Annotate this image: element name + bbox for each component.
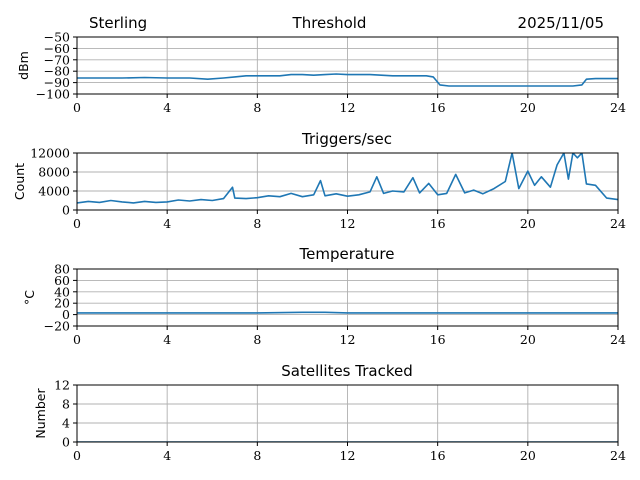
- x-tick-label: 0: [73, 448, 81, 463]
- x-tick-label: 12: [340, 448, 356, 463]
- x-tick-label: 4: [163, 448, 171, 463]
- x-tick-label: 24: [610, 332, 626, 347]
- y-tick-label: 8000: [38, 165, 70, 180]
- x-tick-label: 24: [610, 100, 626, 115]
- x-tick-label: 24: [610, 216, 626, 231]
- y-tick-label: 4: [62, 416, 70, 431]
- y-tick-label: −100: [36, 87, 70, 102]
- y-axis-label: dBm: [16, 51, 31, 80]
- y-tick-label: −50: [44, 30, 70, 45]
- y-tick-label: −20: [44, 319, 70, 334]
- panel-title: Temperature: [298, 245, 394, 263]
- y-tick-label: 60: [54, 273, 70, 288]
- y-tick-label: 12000: [30, 146, 70, 161]
- x-tick-label: 16: [430, 448, 446, 463]
- y-tick-label: −60: [44, 41, 70, 56]
- x-tick-label: 8: [253, 332, 261, 347]
- y-tick-label: 8: [62, 397, 70, 412]
- panel-title: Triggers/sec: [301, 130, 392, 148]
- x-tick-label: 12: [340, 100, 356, 115]
- y-axis-label: °C: [22, 290, 37, 305]
- y-tick-label: 12: [54, 378, 70, 393]
- y-tick-label: 80: [54, 262, 70, 277]
- y-axis-label: Count: [12, 163, 27, 200]
- y-tick-label: −90: [44, 75, 70, 90]
- x-tick-label: 8: [253, 216, 261, 231]
- y-tick-label: 0: [62, 203, 70, 218]
- y-tick-label: 4000: [38, 184, 70, 199]
- y-tick-label: 40: [54, 284, 70, 299]
- x-tick-label: 0: [73, 100, 81, 115]
- x-tick-label: 20: [520, 448, 536, 463]
- x-tick-label: 12: [340, 216, 356, 231]
- x-tick-label: 20: [520, 216, 536, 231]
- x-tick-label: 4: [163, 216, 171, 231]
- x-tick-label: 16: [430, 216, 446, 231]
- panel-satellites: Satellites Tracked Number 0 4 8 12 16 20 24 0 4 8…: [33, 362, 626, 463]
- station-name: Sterling: [89, 14, 147, 32]
- panel-triggers: Triggers/sec Count 0 4 8 12 16 20 24 0 4000 8000 1…: [12, 130, 626, 231]
- x-tick-label: 16: [430, 332, 446, 347]
- x-tick-label: 24: [610, 448, 626, 463]
- panel-title: Satellites Tracked: [281, 362, 412, 380]
- x-tick-label: 0: [73, 332, 81, 347]
- series-line: [77, 311, 618, 314]
- x-tick-label: 8: [253, 448, 261, 463]
- x-tick-label: 20: [520, 100, 536, 115]
- y-tick-label: 0: [62, 307, 70, 322]
- y-axis-label: Number: [33, 388, 48, 439]
- x-tick-label: 8: [253, 100, 261, 115]
- x-tick-label: 12: [340, 332, 356, 347]
- x-tick-label: 4: [163, 100, 171, 115]
- y-tick-label: 20: [54, 296, 70, 311]
- y-tick-label: −70: [44, 52, 70, 67]
- panel-threshold: Threshold dBm 0 4 8 12 16 20 24 −100−90−80−70−6…: [16, 14, 626, 115]
- x-tick-label: 0: [73, 216, 81, 231]
- y-tick-label: 0: [62, 435, 70, 450]
- series-line: [77, 153, 618, 204]
- x-tick-label: 20: [520, 332, 536, 347]
- y-tick-label: −80: [44, 64, 70, 79]
- x-tick-label: 16: [430, 100, 446, 115]
- x-tick-label: 4: [163, 332, 171, 347]
- series-line: [77, 73, 618, 87]
- panel-title: Threshold: [292, 14, 367, 32]
- date-label: 2025/11/05: [518, 14, 604, 32]
